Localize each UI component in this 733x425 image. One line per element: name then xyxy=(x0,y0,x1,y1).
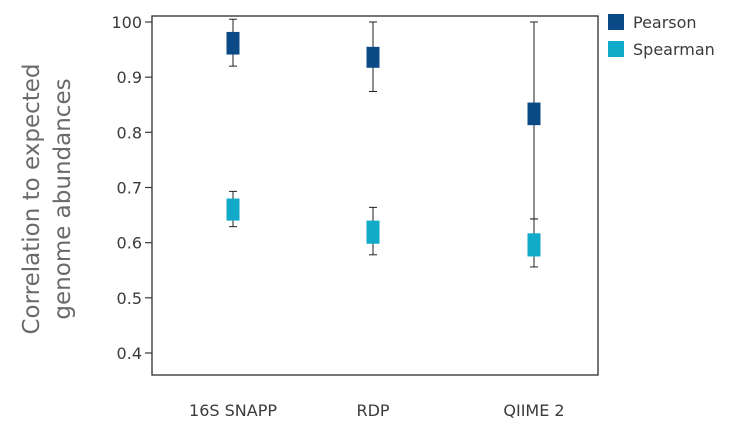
x-category-label: QIIME 2 xyxy=(503,401,564,420)
y-tick-label: 0.7 xyxy=(117,179,142,198)
box-spearman xyxy=(366,206,380,256)
legend-label-pearson: Pearson xyxy=(633,13,697,32)
x-category-label: RDP xyxy=(356,401,389,420)
legend-item-spearman: Spearman xyxy=(608,40,715,59)
box-body xyxy=(226,198,240,221)
y-axis-title-line-1: Correlation to expected xyxy=(19,63,45,334)
box-pearson xyxy=(366,21,380,93)
box-body xyxy=(366,220,380,244)
box-spearman xyxy=(527,218,541,268)
box-body xyxy=(226,31,240,55)
legend: Pearson Spearman xyxy=(608,13,715,59)
x-category-label: 16S SNAPP xyxy=(189,401,277,420)
y-tick-label: 0.5 xyxy=(117,289,142,308)
box-pearson xyxy=(527,21,541,220)
box-pearson xyxy=(226,18,240,67)
y-tick-label: 100 xyxy=(111,13,142,32)
y-axis-title-line-2: genome abundances xyxy=(50,78,76,319)
y-tick-label: 0.8 xyxy=(117,123,142,142)
legend-swatch-pearson xyxy=(608,14,624,30)
box-body xyxy=(527,102,541,126)
y-tick-label: 0.4 xyxy=(117,344,142,363)
box-spearman xyxy=(226,190,240,228)
legend-label-spearman: Spearman xyxy=(633,40,715,59)
y-tick-label: 0.6 xyxy=(117,234,142,253)
y-ticks: 0.4 0.5 0.6 0.7 0.8 0.9 100 xyxy=(111,13,152,363)
box-body xyxy=(366,46,380,68)
x-labels: 16S SNAPP RDP QIIME 2 xyxy=(189,401,565,420)
y-tick-label: 0.9 xyxy=(117,68,142,87)
box-body xyxy=(527,233,541,257)
y-axis-title: Correlation to expected genome abundance… xyxy=(19,63,76,334)
plot-frame xyxy=(151,15,599,376)
legend-swatch-spearman xyxy=(608,41,624,57)
boxes xyxy=(226,18,541,268)
legend-item-pearson: Pearson xyxy=(608,13,697,32)
